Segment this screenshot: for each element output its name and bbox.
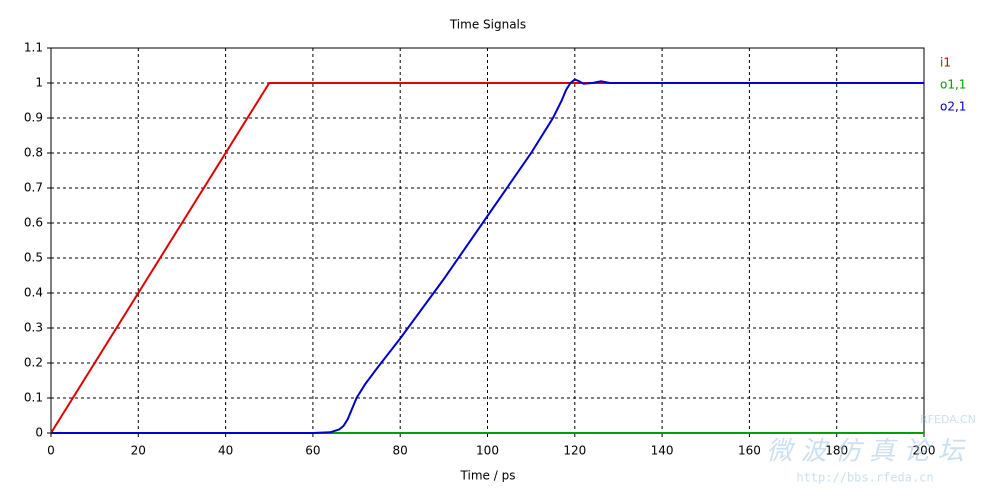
watermark: RFEDA.CN	[920, 413, 976, 426]
y-tick-label: 0	[35, 426, 43, 440]
legend-label: o2,1	[940, 100, 966, 114]
x-tick-label: 200	[913, 444, 936, 458]
x-tick-label: 40	[218, 444, 233, 458]
x-tick-label: 60	[305, 444, 320, 458]
series-line	[51, 78, 924, 434]
x-tick-label: 120	[563, 444, 586, 458]
y-tick-label: 0.5	[24, 251, 43, 265]
y-tick-label: 0.2	[24, 356, 43, 370]
chart-title: Time Signals	[449, 18, 526, 32]
y-tick-label: 0.6	[24, 216, 43, 230]
y-tick-label: 1	[35, 76, 43, 90]
y-tick-label: 0.1	[24, 391, 43, 405]
x-tick-label: 180	[825, 444, 848, 458]
x-tick-label: 100	[476, 444, 499, 458]
watermark: http://bbs.rfeda.cn	[796, 471, 933, 485]
legend-label: i1	[940, 56, 951, 70]
x-tick-label: 160	[738, 444, 761, 458]
y-tick-label: 0.9	[24, 111, 43, 125]
x-tick-label: 80	[393, 444, 408, 458]
x-tick-label: 140	[651, 444, 674, 458]
x-tick-label: 20	[131, 444, 146, 458]
x-tick-label: 0	[47, 444, 55, 458]
x-axis-label: Time / ps	[460, 469, 516, 483]
y-tick-label: 1.1	[24, 41, 43, 55]
y-tick-label: 0.3	[24, 321, 43, 335]
y-tick-label: 0.4	[24, 286, 43, 300]
y-tick-label: 0.8	[24, 146, 43, 160]
y-tick-label: 0.7	[24, 181, 43, 195]
legend-label: o1,1	[940, 78, 966, 92]
watermark: 微 波 仿 真 论 坛	[766, 437, 966, 467]
